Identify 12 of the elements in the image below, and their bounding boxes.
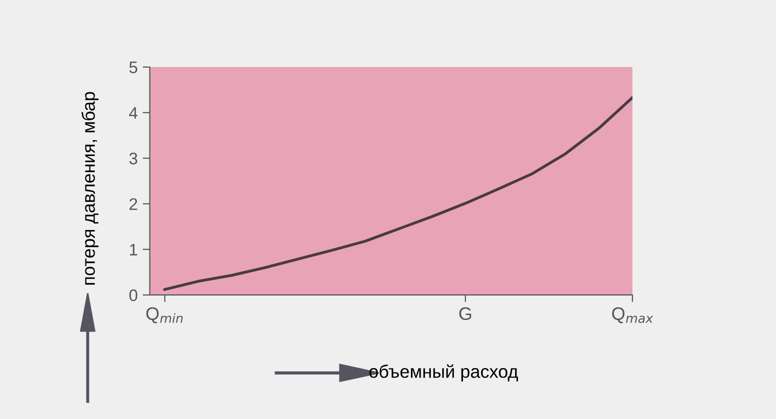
x-tick-label: G (459, 307, 472, 320)
x-axis-title: объемный расход (369, 364, 518, 382)
x-tick-label: Q$_{max}$ (612, 307, 654, 324)
y-tick-label: 4 (129, 107, 138, 119)
y-tick-label: 5 (129, 62, 138, 74)
y-axis-title: потеря давления, мбар (82, 92, 99, 285)
y-tick-label: 1 (130, 244, 138, 256)
x-tick-label: Q$_{min}$ (146, 307, 183, 324)
line-series (163, 96, 632, 291)
y-tick-label: 2 (130, 198, 138, 210)
y-tick-label: 3 (129, 152, 138, 164)
y-tick-label: 0 (129, 289, 138, 302)
